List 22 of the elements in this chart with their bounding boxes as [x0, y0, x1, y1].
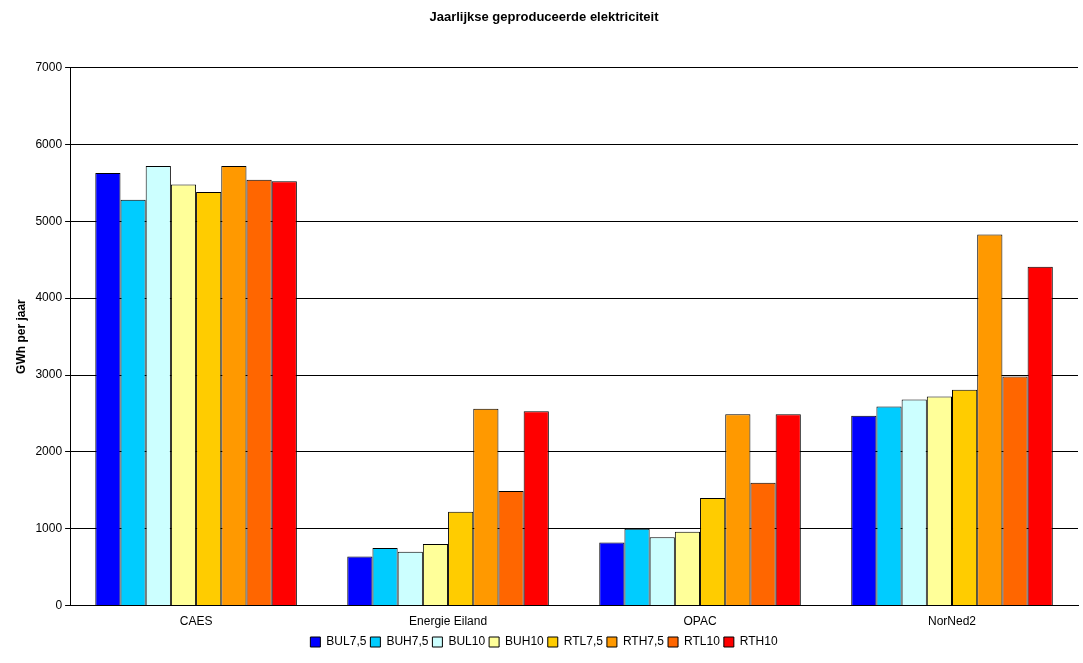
legend-label: BUH10 [505, 634, 545, 649]
legend-label: RTL10 [684, 634, 721, 649]
legend-label: RTH10 [739, 634, 778, 649]
legend-label: RTL7,5 [563, 634, 604, 649]
x-tick-label: Energie Eiland [409, 614, 488, 629]
y-tick-label: 3000 [35, 367, 63, 382]
x-tick-label: CAES [179, 614, 213, 629]
y-tick-label: 0 [55, 597, 63, 612]
chart-title: Jaarlijkse geproduceerde elektriciteit [429, 9, 660, 25]
y-axis-title: GWh per jaar [13, 298, 28, 374]
legend-label: BUL7,5 [326, 634, 367, 649]
y-tick-label: 5000 [35, 213, 63, 228]
legend-label: BUH7,5 [386, 634, 429, 649]
legend-label: BUL10 [448, 634, 486, 649]
y-tick-label: 7000 [35, 59, 63, 74]
y-tick-label: 4000 [35, 290, 63, 305]
x-tick-label: OPAC [683, 614, 717, 629]
x-tick-label: NorNed2 [928, 614, 977, 629]
y-tick-label: 6000 [35, 136, 63, 151]
y-tick-label: 1000 [35, 521, 63, 536]
legend-label: RTH7,5 [622, 634, 665, 649]
y-tick-label: 2000 [35, 444, 63, 459]
